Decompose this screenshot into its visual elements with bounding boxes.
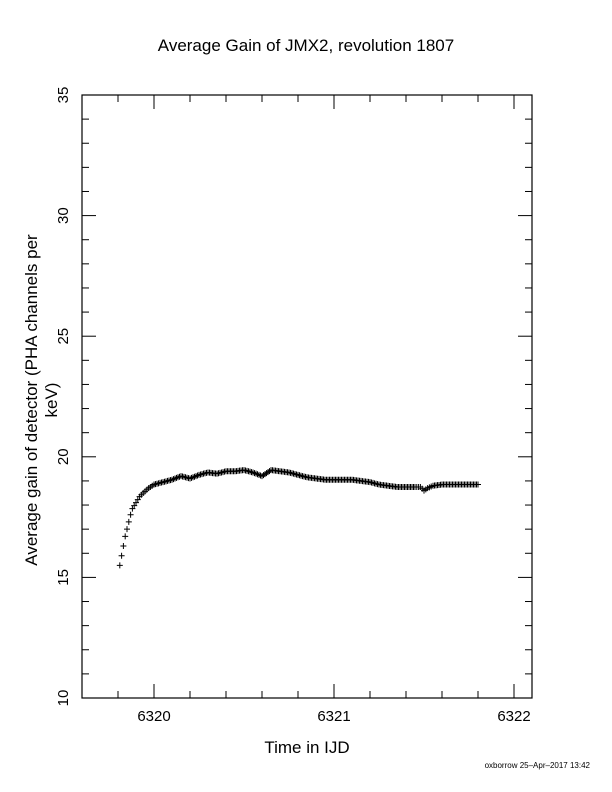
y-axis-label: Average gain of detector (PHA channels p…	[22, 234, 61, 566]
data-point	[127, 511, 134, 518]
data-point	[125, 518, 132, 525]
x-axis-label: Time in IJD	[264, 738, 350, 757]
data-series	[116, 467, 481, 569]
data-point	[124, 526, 130, 533]
axis-ticks	[81, 94, 532, 699]
data-point	[131, 502, 138, 509]
footer-timestamp: oxborrow 25–Apr–2017 13:42	[484, 761, 590, 770]
data-point	[120, 543, 127, 550]
data-point	[122, 533, 129, 540]
plot-frame	[81, 94, 533, 699]
data-point	[118, 552, 125, 559]
tick-labels: 6320 6321 6322 10 15 20 25 30 35	[55, 87, 531, 725]
data-point	[129, 505, 136, 512]
data-point	[134, 496, 141, 503]
y-tick-label: 25	[55, 328, 72, 345]
y-tick-label: 35	[55, 87, 72, 104]
data-point	[133, 499, 139, 506]
x-tick-label: 6321	[317, 708, 350, 725]
y-tick-label: 15	[55, 569, 72, 586]
x-tick-label: 6322	[497, 708, 530, 725]
y-tick-label: 20	[55, 448, 72, 465]
chart-title: Average Gain of JMX2, revolution 1807	[157, 36, 455, 55]
data-point	[116, 562, 123, 569]
x-tick-label: 6320	[137, 708, 170, 725]
data-point	[475, 481, 481, 488]
y-tick-label: 10	[55, 690, 72, 707]
y-tick-label: 30	[55, 207, 72, 224]
